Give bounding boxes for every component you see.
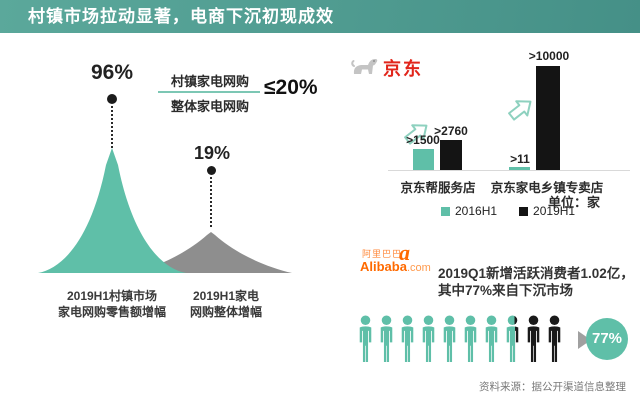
growth-arrow-icon <box>508 100 532 121</box>
big-peak-leader-line <box>111 106 113 148</box>
small-peak-caption: 2019H1家电 网购整体增幅 <box>189 289 262 319</box>
mountain-chart <box>38 148 292 273</box>
bar-chart-legend: 2016H1 2019H1 <box>441 204 589 218</box>
big-peak-caption: 2019H1村镇市场 家电网购零售额增幅 <box>57 289 166 319</box>
alibaba-stat-text: 2019Q1新增活跃消费者1.02亿， 其中77%来自下沉市场 <box>438 266 634 298</box>
person-icon <box>443 315 456 362</box>
bar-category-label: 京东家电乡镇专卖店 <box>490 181 604 195</box>
page-title: 村镇市场拉动显著，电商下沉初现成效 <box>28 7 334 26</box>
small-peak-leader-line <box>210 177 212 227</box>
alibaba-smile-icon: a <box>399 240 410 265</box>
person-icon <box>401 315 414 362</box>
bar-value-label: >1500 <box>406 133 440 147</box>
legend-swatch-teal <box>441 206 450 216</box>
fraction-denominator: 整体家电网购 <box>170 99 249 114</box>
bar-value-label: >2760 <box>434 124 468 138</box>
gray-peak-shape <box>133 232 292 273</box>
person-icon <box>359 315 372 362</box>
bar-category-label: 京东帮服务店 <box>400 181 476 195</box>
teal-peak-shape <box>38 148 186 273</box>
bar-2019-group2 <box>536 66 560 170</box>
fraction-divider <box>158 91 260 93</box>
source-note: 资料来源：据公开渠道信息整理 <box>479 381 626 393</box>
bar-2016-group2 <box>509 167 530 170</box>
highlight-percentage-badge: 77% <box>586 318 628 360</box>
jd-logo-text: 京东 <box>383 59 423 79</box>
small-peak-value: 19% <box>193 143 231 163</box>
alibaba-logo-cn: 阿里巴巴 <box>362 249 403 259</box>
legend-item-2016: 2016H1 <box>441 204 497 218</box>
bar-2016-group1 <box>413 149 434 170</box>
person-icon <box>548 315 561 362</box>
growth-arrow-icon <box>404 124 428 145</box>
fraction-result: ≤20% <box>264 76 318 99</box>
small-peak-dot <box>207 166 216 175</box>
legend-swatch-black <box>519 206 529 216</box>
legend-item-2019: 2019H1 <box>519 204 575 218</box>
big-peak-dot <box>107 94 117 104</box>
pictogram-people-row <box>357 311 563 367</box>
person-icon <box>464 315 477 362</box>
bar-2019-group1 <box>440 140 462 170</box>
bar-value-label: >10000 <box>528 49 570 63</box>
jd-dog-icon <box>351 59 378 74</box>
person-icon <box>380 315 393 362</box>
big-peak-value: 96% <box>90 61 134 84</box>
person-icon <box>485 315 498 362</box>
bar-value-label: >11 <box>510 152 530 166</box>
title-bar: 村镇市场拉动显著，电商下沉初现成效 <box>0 0 640 33</box>
person-icon <box>527 315 540 362</box>
alibaba-logo-en: Alibaba.com <box>360 259 431 274</box>
person-icon <box>422 315 435 362</box>
person-icon <box>506 315 519 362</box>
unit-label: 单位：家 <box>548 195 601 210</box>
bar-chart-baseline <box>388 170 630 171</box>
fraction-numerator: 村镇家电网购 <box>170 74 249 89</box>
